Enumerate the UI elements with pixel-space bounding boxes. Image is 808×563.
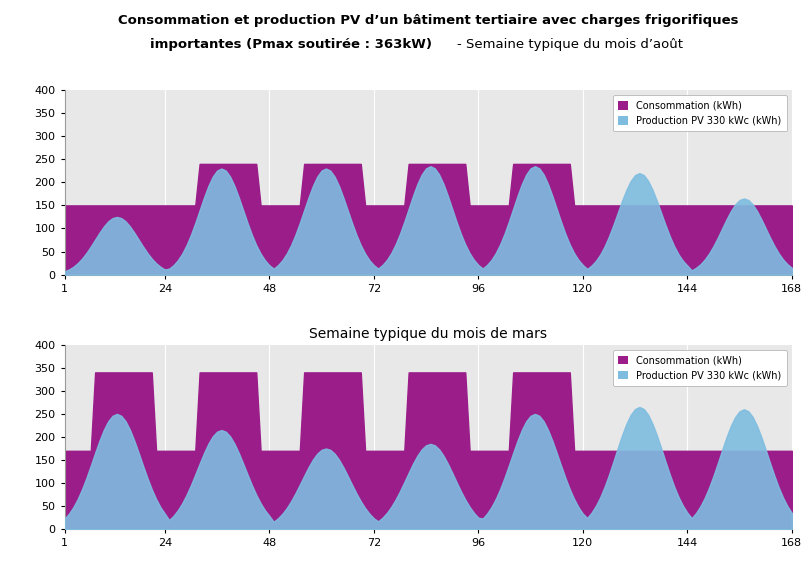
Text: Consommation et production PV d’un bâtiment tertiaire avec charges frigorifiques: Consommation et production PV d’un bâtim… xyxy=(118,14,739,27)
Text: - Semaine typique du mois d’août: - Semaine typique du mois d’août xyxy=(457,38,683,51)
Title: Semaine typique du mois de mars: Semaine typique du mois de mars xyxy=(309,327,547,341)
Legend: Consommation (kWh), Production PV 330 kWc (kWh): Consommation (kWh), Production PV 330 kW… xyxy=(612,350,787,386)
Legend: Consommation (kWh), Production PV 330 kWc (kWh): Consommation (kWh), Production PV 330 kW… xyxy=(612,95,787,132)
Text: importantes (Pmax soutirée : 363kW): importantes (Pmax soutirée : 363kW) xyxy=(149,38,432,51)
